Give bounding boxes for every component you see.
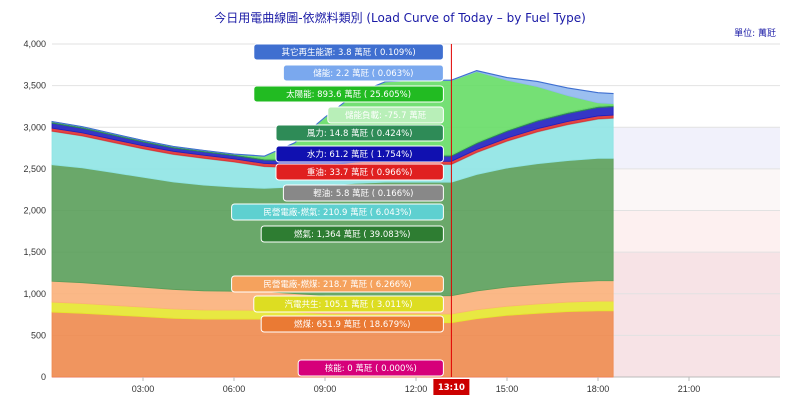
unit-label: 單位: 萬瓩 xyxy=(734,27,776,39)
x-tick-label: 15:00 xyxy=(496,384,519,394)
tooltip-box xyxy=(275,145,444,163)
tooltip-box xyxy=(275,124,444,142)
tooltip-0: 其它再生能源: 3.8 萬瓩 ( 0.109%) xyxy=(253,43,444,61)
tooltip-5: 水力: 61.2 萬瓩 ( 1.754%) xyxy=(275,145,444,163)
tooltip-text: 重油: 33.7 萬瓩 ( 0.966%) xyxy=(307,167,413,178)
tooltip-box xyxy=(260,315,444,333)
tooltip-text: 汽電共生: 105.1 萬瓩 ( 3.011%) xyxy=(285,299,413,310)
tooltip-6: 重油: 33.7 萬瓩 ( 0.966%) xyxy=(275,163,444,181)
x-axis: 03:00 06:00 09:00 12:00 15:00 18:00 21:00 xyxy=(132,377,701,394)
cursor-label-box xyxy=(433,379,470,395)
tooltip-12: 燃煤: 651.9 萬瓩 ( 18.679%) xyxy=(260,315,444,333)
background-bands xyxy=(613,127,780,377)
tooltip-box xyxy=(282,64,444,82)
tooltip-box xyxy=(253,295,444,313)
x-tick-label: 06:00 xyxy=(223,384,246,394)
x-tick-label: 03:00 xyxy=(132,384,155,394)
tooltip-text: 風力: 14.8 萬瓩 ( 0.424%) xyxy=(307,128,413,139)
tooltip-box xyxy=(260,225,444,243)
tooltip-text: 民營電廠-燃氣: 210.9 萬瓩 ( 6.043%) xyxy=(263,207,411,218)
y-tick-label: 0 xyxy=(41,372,46,382)
cursor-label: 13:10 xyxy=(438,383,465,393)
tooltip-8: 民營電廠-燃氣: 210.9 萬瓩 ( 6.043%) xyxy=(231,203,444,221)
time-cursor[interactable]: 13:10 xyxy=(433,44,470,395)
tooltip-text: 水力: 61.2 萬瓩 ( 1.754%) xyxy=(307,149,413,160)
tooltip-10: 民營電廠-燃煤: 218.7 萬瓩 ( 6.266%) xyxy=(231,275,444,293)
x-tick-label: 21:00 xyxy=(678,384,701,394)
tooltip-11: 汽電共生: 105.1 萬瓩 ( 3.011%) xyxy=(253,295,444,313)
tooltip-box xyxy=(275,163,444,181)
tooltip-1: 儲能: 2.2 萬瓩 ( 0.063%) xyxy=(282,64,444,82)
tooltip-text: 輕油: 5.8 萬瓩 ( 0.166%) xyxy=(313,188,413,199)
tooltip-13: 核能: 0 萬瓩 ( 0.000%) xyxy=(297,359,444,377)
tooltip-text: 儲能負載: -75.7 萬瓩 xyxy=(345,110,427,121)
tooltip-text: 燃煤: 651.9 萬瓩 ( 18.679%) xyxy=(294,319,410,330)
background-band-1 xyxy=(613,210,780,253)
y-tick-label: 4,000 xyxy=(23,39,46,49)
tooltip-7: 輕油: 5.8 萬瓩 ( 0.166%) xyxy=(282,184,444,202)
tooltip-box xyxy=(327,106,444,124)
tooltip-box xyxy=(253,43,444,61)
tooltip-text: 其它再生能源: 3.8 萬瓩 ( 0.109%) xyxy=(281,47,415,58)
tooltip-box xyxy=(253,85,444,103)
tooltip-box xyxy=(231,275,444,293)
x-tick-label: 18:00 xyxy=(587,384,610,394)
y-tick-label: 2,000 xyxy=(23,206,46,216)
tooltip-stack: 其它再生能源: 3.8 萬瓩 ( 0.109%) 儲能: 2.2 萬瓩 ( 0.0… xyxy=(231,43,444,377)
tooltip-text: 核能: 0 萬瓩 ( 0.000%) xyxy=(325,363,417,374)
tooltip-2: 太陽能: 893.6 萬瓩 ( 25.605%) xyxy=(253,85,444,103)
tooltip-text: 太陽能: 893.6 萬瓩 ( 25.605%) xyxy=(286,89,411,100)
tooltip-box xyxy=(231,203,444,221)
chart-title: 今日用電曲線圖-依燃料類別 (Load Curve of Today – by … xyxy=(214,10,586,25)
tooltip-box xyxy=(297,359,444,377)
tooltip-text: 民營電廠-燃煤: 218.7 萬瓩 ( 6.266%) xyxy=(263,279,411,290)
tooltip-3: 儲能負載: -75.7 萬瓩 xyxy=(327,106,444,124)
tooltip-text: 儲能: 2.2 萬瓩 ( 0.063%) xyxy=(313,68,413,79)
background-band-3 xyxy=(613,127,780,169)
tooltip-4: 風力: 14.8 萬瓩 ( 0.424%) xyxy=(275,124,444,142)
tooltip-9: 燃氣: 1,364 萬瓩 ( 39.083%) xyxy=(260,225,444,243)
y-tick-label: 3,000 xyxy=(23,122,46,132)
y-tick-label: 1,000 xyxy=(23,289,46,299)
y-tick-label: 500 xyxy=(31,330,46,340)
tooltip-box xyxy=(282,184,444,202)
tooltip-text: 燃氣: 1,364 萬瓩 ( 39.083%) xyxy=(294,229,410,240)
y-tick-label: 2,500 xyxy=(23,164,46,174)
background-band-0 xyxy=(613,252,780,377)
y-tick-label: 3,500 xyxy=(23,81,46,91)
x-tick-label: 09:00 xyxy=(314,384,337,394)
y-axis: 0 500 1,000 1,500 2,000 2,500 3,000 3,500 4,000 xyxy=(23,39,46,382)
background-band-2 xyxy=(613,168,780,211)
y-tick-label: 1,500 xyxy=(23,247,46,257)
x-tick-label: 12:00 xyxy=(405,384,428,394)
series-area-其它再生能源 xyxy=(51,70,614,157)
